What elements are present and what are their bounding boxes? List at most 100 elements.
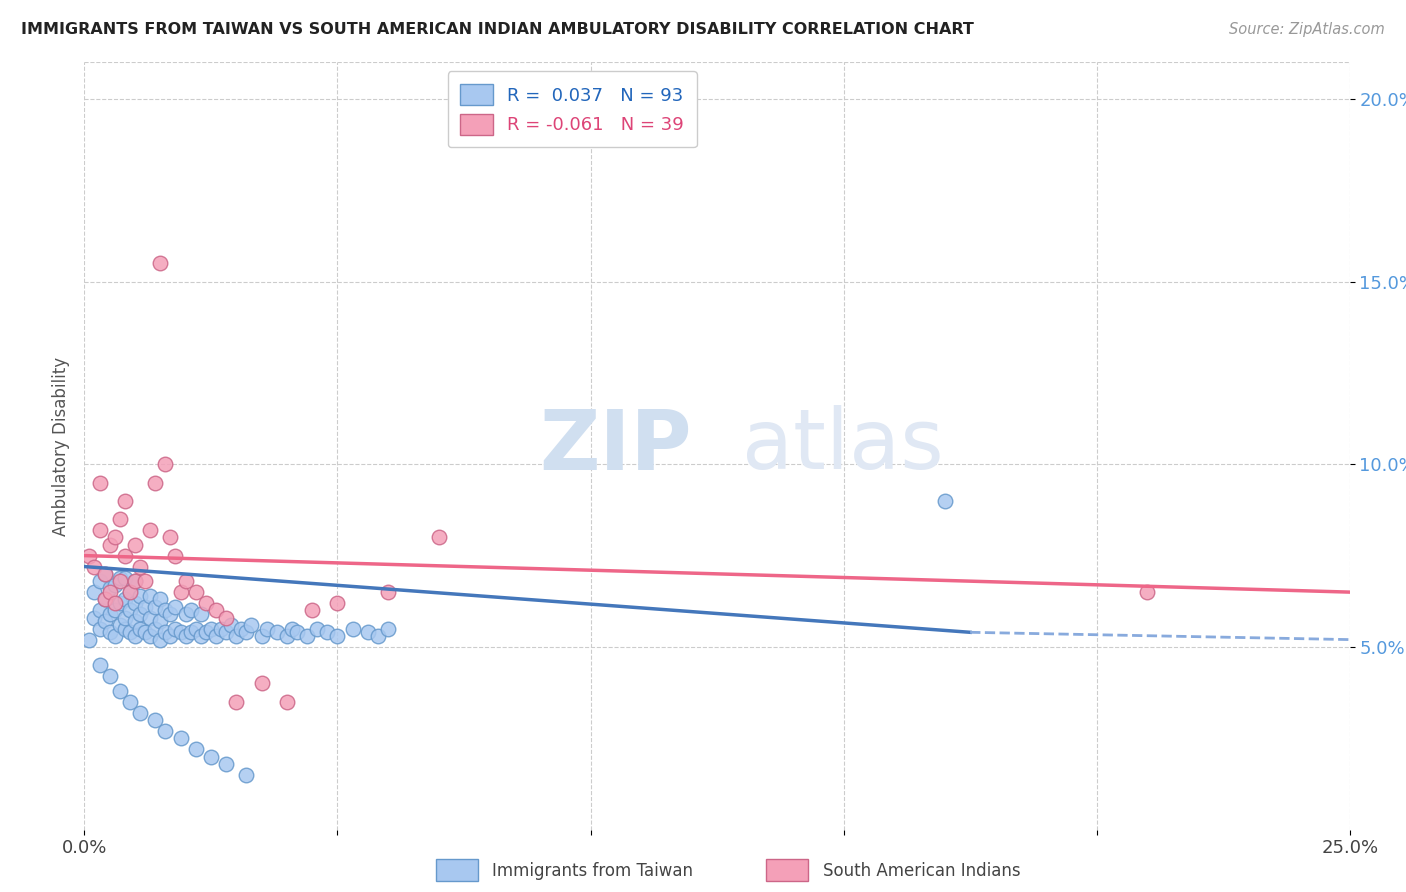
Point <box>215 625 238 640</box>
Point <box>194 625 217 640</box>
Point <box>104 596 127 610</box>
Point <box>98 538 121 552</box>
Point <box>129 589 152 603</box>
Point <box>357 625 380 640</box>
Point <box>124 615 146 629</box>
Point <box>200 622 222 636</box>
Point <box>89 523 111 537</box>
Point <box>326 629 349 643</box>
Point <box>174 574 197 589</box>
Point <box>367 629 389 643</box>
Point <box>205 603 228 617</box>
Point <box>155 723 177 738</box>
Point <box>180 625 202 640</box>
Point <box>184 622 207 636</box>
Point <box>93 566 115 581</box>
Text: ZIP: ZIP <box>540 406 692 486</box>
Point <box>235 768 257 782</box>
Point <box>129 706 152 720</box>
Text: South American Indians: South American Indians <box>823 862 1021 880</box>
Point <box>83 585 105 599</box>
Point <box>225 695 247 709</box>
Point <box>98 625 121 640</box>
Point <box>427 530 450 544</box>
Point <box>143 713 166 727</box>
Point <box>184 585 207 599</box>
Point <box>108 570 131 584</box>
Point <box>205 629 228 643</box>
Point <box>231 622 253 636</box>
Text: atlas: atlas <box>742 406 943 486</box>
Point <box>174 629 197 643</box>
Point <box>169 731 191 746</box>
Point <box>159 530 181 544</box>
Point <box>108 574 131 589</box>
Text: Source: ZipAtlas.com: Source: ZipAtlas.com <box>1229 22 1385 37</box>
Point <box>149 256 172 270</box>
Point <box>98 607 121 621</box>
Point <box>256 622 278 636</box>
Point <box>149 592 172 607</box>
Point <box>143 475 166 490</box>
Point <box>149 615 172 629</box>
Point <box>155 625 177 640</box>
Point <box>129 622 152 636</box>
Point <box>159 629 181 643</box>
Legend: R =  0.037   N = 93, R = -0.061   N = 39: R = 0.037 N = 93, R = -0.061 N = 39 <box>447 71 696 147</box>
Point <box>104 629 127 643</box>
Point <box>143 599 166 614</box>
Point <box>159 607 181 621</box>
Point <box>118 603 141 617</box>
Point <box>108 596 131 610</box>
Point <box>83 610 105 624</box>
Point <box>134 574 156 589</box>
Point <box>295 629 318 643</box>
Point <box>139 629 162 643</box>
Point <box>250 676 273 690</box>
Point <box>104 578 127 592</box>
Point <box>190 629 212 643</box>
Point <box>143 622 166 636</box>
Point <box>165 622 187 636</box>
Point <box>98 582 121 596</box>
Point <box>114 570 136 584</box>
Point <box>93 566 115 581</box>
Point <box>124 596 146 610</box>
Point <box>190 607 212 621</box>
Point <box>180 603 202 617</box>
Point <box>326 596 349 610</box>
Point <box>281 622 304 636</box>
Point <box>108 683 131 698</box>
Point <box>209 622 232 636</box>
Point <box>93 615 115 629</box>
Point <box>149 632 172 647</box>
Text: Immigrants from Taiwan: Immigrants from Taiwan <box>492 862 693 880</box>
Point <box>165 599 187 614</box>
Point <box>108 618 131 632</box>
Point <box>169 625 191 640</box>
Point <box>118 585 141 599</box>
Point <box>316 625 339 640</box>
Point <box>215 610 238 624</box>
Point <box>250 629 273 643</box>
Point <box>89 574 111 589</box>
Point <box>98 585 121 599</box>
Point <box>377 622 399 636</box>
Point <box>79 549 101 563</box>
Point <box>169 585 191 599</box>
Point <box>215 756 238 771</box>
Point <box>79 632 101 647</box>
Point <box>134 625 156 640</box>
Point <box>93 592 115 607</box>
Y-axis label: Ambulatory Disability: Ambulatory Disability <box>52 357 70 535</box>
Point <box>83 559 105 574</box>
Point <box>114 610 136 624</box>
Point <box>200 749 222 764</box>
Point <box>93 592 115 607</box>
Point <box>240 618 263 632</box>
Point <box>276 695 298 709</box>
Point <box>139 589 162 603</box>
Point <box>184 742 207 756</box>
Point <box>139 523 162 537</box>
Point <box>276 629 298 643</box>
